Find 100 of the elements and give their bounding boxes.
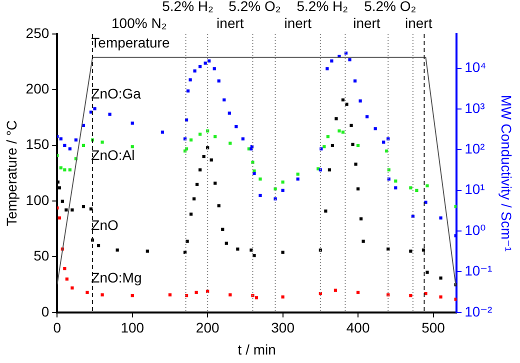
point [358, 99, 362, 103]
x-tick-label: 500 [422, 320, 446, 336]
point [206, 146, 210, 150]
point [426, 184, 429, 188]
point [58, 186, 61, 190]
point [228, 112, 231, 115]
point [168, 293, 172, 296]
point [59, 166, 62, 170]
point [68, 168, 72, 172]
point [241, 137, 245, 140]
point [330, 144, 334, 148]
point [394, 179, 398, 183]
text: 100% N₂ [112, 15, 167, 31]
point [222, 98, 226, 102]
point [341, 98, 345, 102]
point [439, 295, 442, 298]
point [68, 147, 72, 150]
y-tick-label: 0 [41, 303, 50, 320]
point [116, 248, 119, 252]
point [324, 210, 328, 213]
point [70, 286, 74, 290]
point [350, 124, 353, 128]
point [196, 182, 199, 186]
point [296, 172, 300, 176]
point [356, 144, 360, 148]
point [274, 197, 277, 200]
point [250, 248, 253, 252]
series-label: ZnO:Mg [91, 269, 142, 286]
point [198, 132, 202, 136]
point [63, 168, 66, 172]
point [330, 59, 334, 63]
point [193, 69, 196, 72]
x-tick-label: 400 [346, 320, 370, 336]
point [228, 142, 232, 145]
point [202, 154, 206, 158]
point [345, 102, 348, 106]
point [93, 107, 96, 110]
point [130, 145, 134, 148]
text: inert [353, 15, 380, 31]
point [328, 168, 332, 172]
point [281, 295, 284, 298]
point [296, 177, 300, 181]
point [59, 137, 62, 140]
point [234, 125, 238, 128]
point [194, 290, 198, 294]
series-label: ZnO [91, 217, 118, 234]
point [210, 158, 213, 162]
y2-tick-label: 10² [464, 140, 486, 157]
point [221, 228, 224, 231]
point [65, 278, 68, 281]
x-tick-label: 300 [271, 320, 295, 336]
point [409, 250, 412, 253]
y2-tick-label: 10⁴ [464, 59, 486, 76]
point [198, 64, 202, 68]
point [353, 79, 357, 83]
text: inert [404, 15, 432, 31]
point [82, 144, 86, 148]
text: 5.2% H₂ [162, 0, 214, 14]
point [439, 276, 442, 280]
point [70, 208, 74, 212]
y-tick-label: 100 [26, 192, 50, 208]
point [236, 248, 240, 251]
point [356, 290, 360, 294]
point [362, 240, 365, 243]
x-axis-title: t / min [238, 341, 276, 358]
point [454, 298, 457, 301]
text: 5.2% H₂ [296, 0, 348, 14]
point [348, 58, 352, 62]
point [356, 187, 360, 190]
point [322, 145, 326, 148]
point [228, 293, 232, 296]
point [100, 293, 104, 296]
y2-tick-label: 10⁻¹ [464, 262, 493, 279]
point [338, 129, 341, 132]
point [326, 135, 330, 138]
series-label: ZnO:Al [91, 146, 135, 163]
point [252, 254, 256, 258]
point [186, 240, 189, 243]
point [254, 296, 258, 300]
point [224, 242, 228, 245]
point [354, 162, 358, 166]
point [326, 67, 329, 70]
point [130, 294, 134, 298]
point [214, 135, 217, 138]
point [334, 288, 338, 292]
y-tick-label: 150 [26, 136, 50, 152]
point [189, 138, 193, 142]
point [189, 212, 193, 216]
y-axis-title: Temperature / °C [3, 120, 20, 226]
point [198, 168, 202, 172]
point [415, 188, 418, 192]
point [63, 144, 66, 148]
point [281, 250, 284, 254]
point [217, 79, 220, 83]
point [204, 62, 207, 65]
point [212, 67, 216, 70]
point [351, 142, 354, 146]
series-label: Temperature [91, 34, 170, 50]
y-tick-label: 200 [26, 80, 50, 97]
point [82, 205, 86, 208]
